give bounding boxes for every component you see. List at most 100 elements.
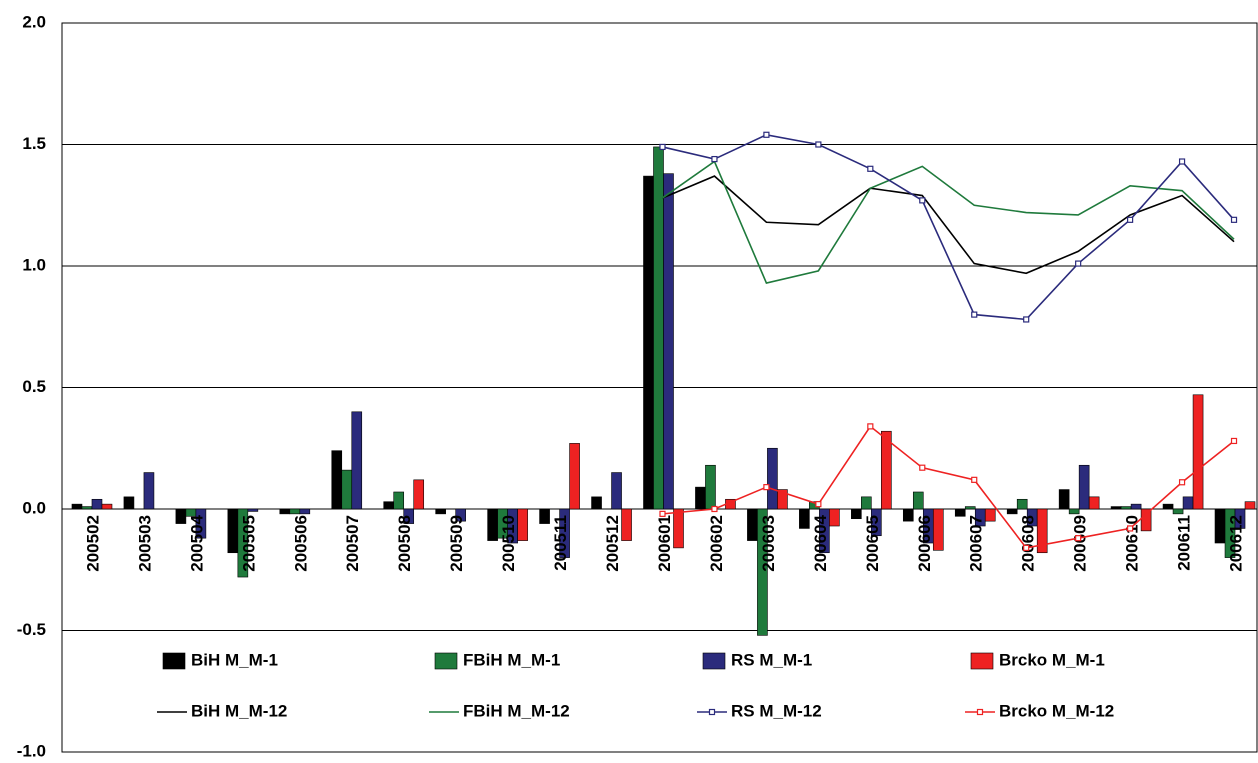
bar bbox=[559, 508, 570, 558]
bar bbox=[902, 508, 914, 522]
x-tick-label: 200504 bbox=[187, 514, 206, 571]
legend-swatch bbox=[970, 652, 994, 670]
bar bbox=[881, 430, 892, 510]
x-tick-label: 200605 bbox=[863, 515, 882, 572]
bar bbox=[143, 472, 155, 510]
marker bbox=[1178, 479, 1186, 486]
bar bbox=[777, 489, 788, 510]
marker bbox=[1178, 158, 1186, 165]
x-tick-label: 200503 bbox=[135, 515, 154, 572]
bar bbox=[861, 496, 872, 510]
bar bbox=[331, 450, 343, 510]
bar bbox=[1120, 506, 1132, 510]
bar bbox=[1192, 394, 1204, 510]
marker bbox=[867, 423, 874, 430]
bar bbox=[393, 491, 405, 510]
bar bbox=[663, 173, 674, 510]
legend-swatch bbox=[434, 652, 458, 670]
bar bbox=[81, 506, 93, 510]
x-tick-label: 200507 bbox=[343, 515, 362, 572]
bar bbox=[123, 496, 135, 510]
bar bbox=[517, 508, 528, 541]
x-tick-label: 200609 bbox=[1071, 515, 1090, 572]
bar bbox=[1130, 503, 1142, 510]
marker bbox=[763, 484, 770, 491]
bar bbox=[954, 508, 966, 517]
bar bbox=[829, 508, 840, 527]
marker bbox=[1127, 525, 1134, 532]
bar bbox=[964, 506, 976, 510]
marker bbox=[971, 476, 978, 483]
legend-marker bbox=[708, 708, 716, 716]
bar bbox=[403, 508, 415, 524]
bar bbox=[673, 508, 684, 549]
line bbox=[662, 133, 1235, 321]
x-tick-label: 200506 bbox=[291, 515, 310, 572]
bar bbox=[643, 175, 654, 510]
marker bbox=[815, 501, 822, 508]
y-tick-label: 0.5 bbox=[22, 377, 46, 396]
marker bbox=[1023, 544, 1030, 551]
bar bbox=[1088, 496, 1100, 510]
bar bbox=[1172, 508, 1184, 515]
x-tick-label: 200511 bbox=[551, 515, 570, 571]
bar bbox=[1078, 464, 1090, 510]
line bbox=[662, 160, 1235, 284]
x-tick-label: 200612 bbox=[1227, 515, 1246, 572]
x-tick-label: 200604 bbox=[811, 514, 830, 571]
bar bbox=[175, 508, 187, 524]
bar bbox=[695, 486, 706, 510]
marker bbox=[919, 197, 926, 204]
legend-swatch bbox=[162, 652, 186, 670]
bar bbox=[1036, 508, 1048, 554]
x-tick-label: 200603 bbox=[759, 515, 778, 572]
x-tick-label: 200610 bbox=[1123, 515, 1142, 572]
bar bbox=[351, 411, 363, 510]
bar bbox=[91, 498, 103, 510]
x-tick-label: 200512 bbox=[603, 515, 622, 572]
x-tick-label: 200606 bbox=[915, 515, 934, 572]
legend-label: BiH M_M-1 bbox=[191, 650, 278, 669]
bar bbox=[195, 508, 207, 539]
legend-marker bbox=[976, 708, 984, 716]
y-tick-label: 2.0 bbox=[22, 12, 46, 31]
x-tick-label: 200608 bbox=[1019, 515, 1038, 572]
bar bbox=[871, 508, 882, 537]
bar bbox=[932, 508, 944, 551]
bar bbox=[819, 508, 830, 554]
bar bbox=[621, 508, 632, 541]
x-tick-label: 200502 bbox=[83, 515, 102, 572]
bar bbox=[1182, 496, 1194, 510]
legend-label: FBiH M_M-1 bbox=[463, 650, 560, 669]
bar bbox=[487, 508, 498, 541]
bar bbox=[912, 491, 924, 510]
bar bbox=[1224, 508, 1236, 558]
bar bbox=[1162, 503, 1174, 510]
bar bbox=[247, 508, 259, 512]
bar bbox=[705, 464, 716, 510]
y-tick-label: 0.0 bbox=[22, 498, 46, 517]
marker bbox=[1075, 260, 1082, 267]
legend-label: RS M_M-1 bbox=[731, 650, 812, 669]
bar bbox=[341, 469, 353, 510]
marker bbox=[867, 165, 874, 172]
y-tick-label: 1.0 bbox=[22, 255, 46, 274]
marker bbox=[763, 131, 770, 138]
bar bbox=[984, 508, 996, 522]
marker bbox=[1023, 316, 1030, 323]
bar bbox=[1110, 506, 1122, 510]
bar bbox=[591, 496, 602, 510]
bar bbox=[851, 508, 862, 520]
bar bbox=[1058, 489, 1070, 510]
marker bbox=[1230, 216, 1238, 223]
legend-label: BiH M_M-12 bbox=[191, 701, 287, 720]
bar bbox=[569, 443, 580, 510]
x-tick-label: 200602 bbox=[707, 515, 726, 572]
x-tick-label: 200505 bbox=[239, 515, 258, 572]
bar bbox=[799, 508, 810, 529]
bar bbox=[1016, 498, 1028, 510]
y-tick-label: 1.5 bbox=[22, 134, 46, 153]
x-tick-label: 200601 bbox=[655, 515, 674, 572]
bar bbox=[101, 503, 113, 510]
